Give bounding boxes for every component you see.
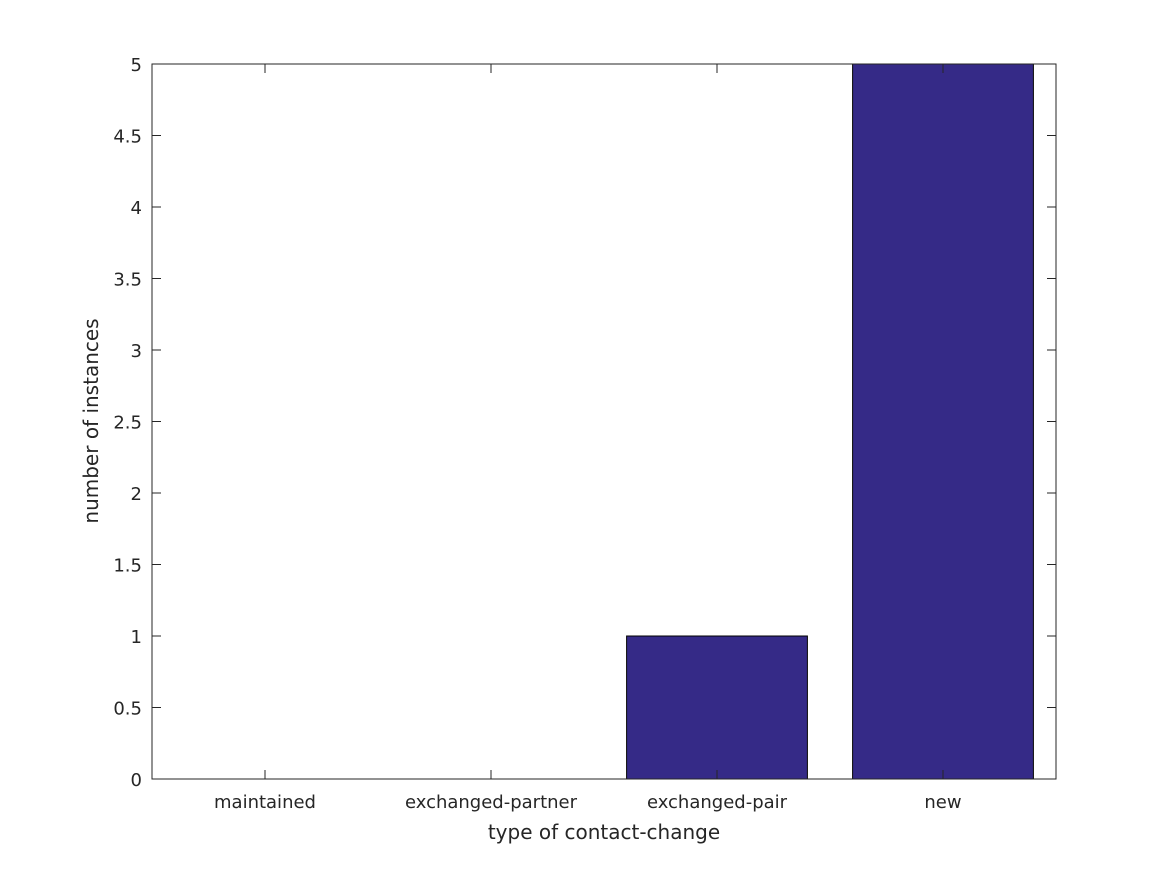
ticks-group: maintained exchanged-partner exchanged-pai… [113, 55, 1056, 813]
y-tick-label: 3.5 [113, 270, 142, 291]
y-tick-label: 1.5 [113, 556, 142, 577]
y-tick-label: 2.5 [113, 413, 142, 434]
y-tick-label: 0 [131, 770, 142, 791]
x-tick-label: new [924, 792, 961, 813]
y-axis-label: number of instances [79, 318, 103, 523]
y-tick-label: 2 [131, 484, 142, 505]
x-tick-label: exchanged-pair [647, 792, 788, 813]
x-tick-label: exchanged-partner [405, 792, 578, 813]
x-tick-label: maintained [214, 792, 316, 813]
y-tick-label: 5 [131, 55, 142, 76]
bar-new [852, 63, 1034, 780]
bar-exchanged-pair [626, 635, 808, 780]
y-tick-label: 4.5 [113, 127, 142, 148]
y-tick-label: 4 [131, 198, 142, 219]
x-axis-label: type of contact-change [488, 820, 720, 844]
bars-group [626, 63, 1034, 780]
y-tick-label: 3 [131, 341, 142, 362]
y-tick-label: 0.5 [113, 699, 142, 720]
y-tick-label: 1 [131, 627, 142, 648]
